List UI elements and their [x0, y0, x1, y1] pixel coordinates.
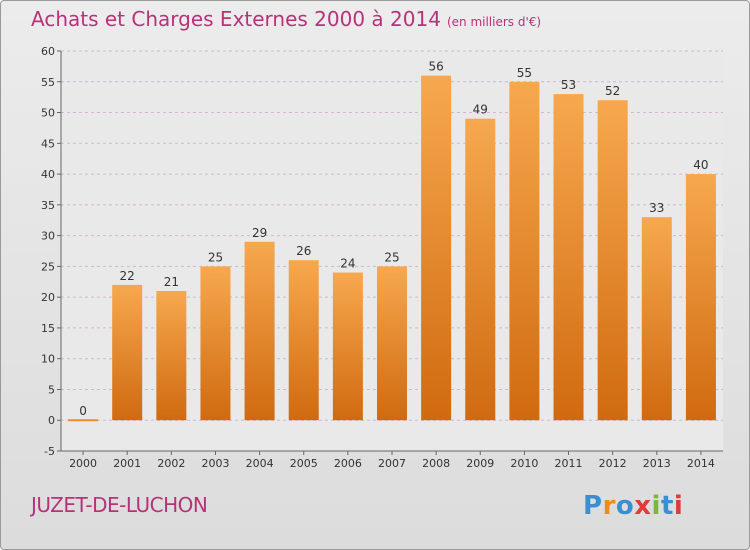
bar-chart: -5 0 5 10 15 20 25 30 35 40 45 50 55 60 0 22 21 25 29 26 24… — [41, 45, 723, 470]
y-tick-label: 40 — [41, 168, 55, 181]
bar — [597, 100, 628, 421]
x-tick-label: 2009 — [466, 457, 494, 470]
data-label: 52 — [605, 84, 620, 98]
x-tick-label: 2008 — [422, 457, 450, 470]
commune-name: JUZET-DE-LUCHON — [31, 493, 208, 517]
chart-unit: (en milliers d'€) — [446, 15, 542, 29]
y-tick-label: 0 — [48, 414, 55, 427]
bar — [465, 118, 496, 421]
bar — [200, 266, 231, 421]
data-label: 55 — [517, 66, 532, 80]
data-label: 25 — [208, 250, 223, 264]
data-label: 24 — [340, 257, 355, 271]
bar — [244, 241, 275, 421]
bar — [421, 75, 452, 421]
x-tick-label: 2013 — [643, 457, 671, 470]
y-tick-label: 35 — [41, 199, 55, 212]
data-label: 21 — [164, 275, 179, 289]
logo-letter: r — [602, 491, 616, 521]
x-tick-label: 2006 — [334, 457, 362, 470]
bar — [376, 266, 408, 421]
y-tick-label: 20 — [41, 291, 55, 304]
data-label: 25 — [384, 250, 399, 264]
y-tick-label: 60 — [41, 45, 55, 58]
x-tick-label: 2003 — [201, 457, 229, 470]
bar — [156, 291, 187, 421]
logo-letter: i — [673, 491, 684, 521]
chart-title: Achats et Charges Externes 2000 à 2014 (e… — [31, 7, 541, 31]
x-tick-label: 2010 — [510, 457, 538, 470]
bar — [112, 284, 143, 421]
y-tick-labels: -5 0 5 10 15 20 25 30 35 40 45 50 55 60 — [41, 45, 55, 458]
y-tick-label: -5 — [44, 445, 55, 458]
x-tick-label: 2011 — [555, 457, 583, 470]
x-tick-label: 2005 — [290, 457, 318, 470]
axes — [57, 50, 723, 455]
y-tick-label: 5 — [48, 383, 55, 396]
bar — [685, 174, 716, 421]
bar — [288, 260, 319, 421]
data-label: 22 — [120, 269, 135, 283]
y-tick-label: 25 — [41, 260, 55, 273]
chart-title-text: Achats et Charges Externes 2000 à 2014 — [31, 7, 441, 31]
data-label: 29 — [252, 226, 267, 240]
x-tick-label: 2014 — [687, 457, 715, 470]
logo-letter: i — [651, 491, 661, 521]
y-tick-label: 50 — [41, 107, 55, 120]
x-tick-label: 2000 — [69, 457, 97, 470]
logo-letter: x — [634, 491, 652, 521]
x-tick-label: 2001 — [113, 457, 141, 470]
data-label: 56 — [428, 60, 443, 74]
y-tick-label: 55 — [41, 76, 55, 89]
logo-letter: P — [583, 491, 603, 521]
data-label: 40 — [693, 158, 708, 172]
y-tick-label: 30 — [41, 230, 55, 243]
data-label: 0 — [79, 404, 87, 418]
logo-letter: t — [660, 491, 674, 521]
proxiti-logo: Proxiti — [583, 491, 683, 521]
data-labels: 0 22 21 25 29 26 24 25 56 49 55 53 52 33 40 — [79, 60, 708, 419]
data-label: 49 — [473, 103, 488, 117]
x-tick-label: 2007 — [378, 457, 406, 470]
y-tick-label: 45 — [41, 137, 55, 150]
x-tick-labels: 2000 2001 2002 2003 2004 2005 2006 2007 2008 2009… — [69, 457, 715, 470]
bar — [509, 81, 540, 421]
x-tick-label: 2002 — [157, 457, 185, 470]
data-label: 26 — [296, 244, 311, 258]
data-label: 53 — [561, 78, 576, 92]
x-tick-label: 2004 — [246, 457, 274, 470]
y-tick-label: 10 — [41, 353, 55, 366]
bar — [641, 217, 672, 421]
bar — [332, 272, 363, 421]
x-tick-label: 2012 — [599, 457, 627, 470]
bar — [553, 94, 584, 421]
y-tick-label: 15 — [41, 322, 55, 335]
data-label: 33 — [649, 201, 664, 215]
bars — [68, 75, 716, 422]
logo-letter: o — [615, 491, 635, 521]
